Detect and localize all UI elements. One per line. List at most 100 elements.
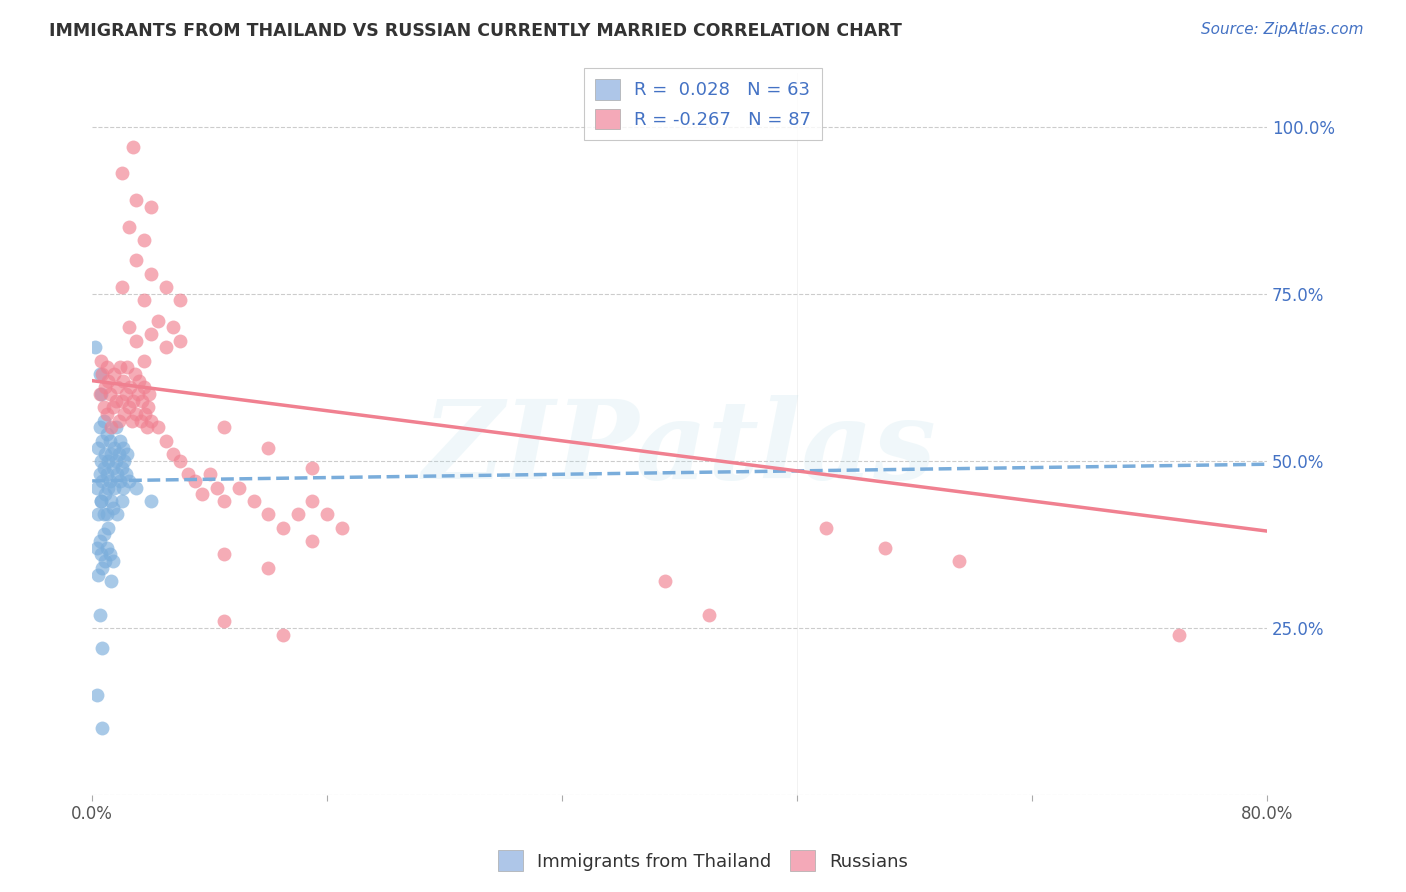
Point — [139, 414, 162, 428]
Point — [125, 334, 148, 348]
Point — [86, 481, 108, 495]
Point — [91, 721, 114, 735]
Point — [697, 607, 720, 622]
Point — [96, 508, 118, 522]
Point — [132, 380, 155, 394]
Point — [815, 521, 838, 535]
Point — [87, 567, 110, 582]
Point — [214, 548, 236, 562]
Point — [89, 367, 111, 381]
Point — [191, 487, 214, 501]
Point — [98, 548, 121, 562]
Point — [90, 548, 112, 562]
Point — [155, 434, 177, 448]
Point — [125, 481, 148, 495]
Point — [139, 494, 162, 508]
Point — [169, 454, 191, 468]
Point — [108, 434, 131, 448]
Point — [169, 334, 191, 348]
Point — [176, 467, 198, 482]
Point — [89, 387, 111, 401]
Legend: R =  0.028   N = 63, R = -0.267   N = 87: R = 0.028 N = 63, R = -0.267 N = 87 — [583, 68, 823, 140]
Point — [148, 313, 170, 327]
Point — [105, 467, 128, 482]
Point — [118, 401, 141, 415]
Point — [136, 401, 159, 415]
Legend: Immigrants from Thailand, Russians: Immigrants from Thailand, Russians — [491, 843, 915, 879]
Point — [103, 481, 125, 495]
Point — [118, 474, 141, 488]
Point — [90, 387, 112, 401]
Point — [121, 414, 143, 428]
Point — [271, 627, 294, 641]
Point — [89, 607, 111, 622]
Point — [301, 460, 323, 475]
Point — [93, 401, 115, 415]
Point — [89, 534, 111, 549]
Point — [155, 340, 177, 354]
Point — [96, 360, 118, 375]
Point — [110, 460, 132, 475]
Point — [316, 508, 339, 522]
Point — [135, 420, 157, 434]
Point — [124, 367, 146, 381]
Point — [120, 380, 142, 394]
Point — [91, 474, 114, 488]
Point — [111, 481, 134, 495]
Point — [138, 387, 160, 401]
Point — [214, 494, 236, 508]
Point — [97, 454, 120, 468]
Point — [110, 280, 132, 294]
Point — [87, 508, 110, 522]
Point — [242, 494, 264, 508]
Point — [287, 508, 309, 522]
Point — [115, 467, 138, 482]
Point — [184, 474, 207, 488]
Point — [94, 380, 117, 394]
Point — [122, 393, 145, 408]
Point — [132, 233, 155, 247]
Point — [301, 534, 323, 549]
Point — [93, 414, 115, 428]
Point — [89, 467, 111, 482]
Point — [90, 353, 112, 368]
Point — [86, 688, 108, 702]
Point — [100, 494, 122, 508]
Text: IMMIGRANTS FROM THAILAND VS RUSSIAN CURRENTLY MARRIED CORRELATION CHART: IMMIGRANTS FROM THAILAND VS RUSSIAN CURR… — [49, 22, 903, 40]
Point — [96, 467, 118, 482]
Point — [271, 521, 294, 535]
Point — [100, 420, 122, 434]
Point — [93, 527, 115, 541]
Point — [84, 340, 107, 354]
Point — [107, 447, 129, 461]
Point — [125, 253, 148, 268]
Point — [132, 293, 155, 308]
Point — [148, 420, 170, 434]
Point — [96, 407, 118, 421]
Point — [98, 474, 121, 488]
Point — [214, 615, 236, 629]
Point — [97, 521, 120, 535]
Point — [198, 467, 221, 482]
Point — [108, 474, 131, 488]
Point — [86, 541, 108, 555]
Point — [104, 454, 127, 468]
Point — [257, 441, 280, 455]
Point — [90, 494, 112, 508]
Point — [127, 387, 149, 401]
Point — [103, 441, 125, 455]
Point — [90, 494, 112, 508]
Point — [110, 166, 132, 180]
Point — [98, 434, 121, 448]
Point — [169, 293, 191, 308]
Point — [91, 640, 114, 655]
Point — [98, 387, 121, 401]
Point — [91, 561, 114, 575]
Point — [115, 387, 138, 401]
Point — [94, 447, 117, 461]
Point — [94, 487, 117, 501]
Point — [105, 380, 128, 394]
Point — [94, 554, 117, 568]
Point — [875, 541, 897, 555]
Point — [114, 407, 136, 421]
